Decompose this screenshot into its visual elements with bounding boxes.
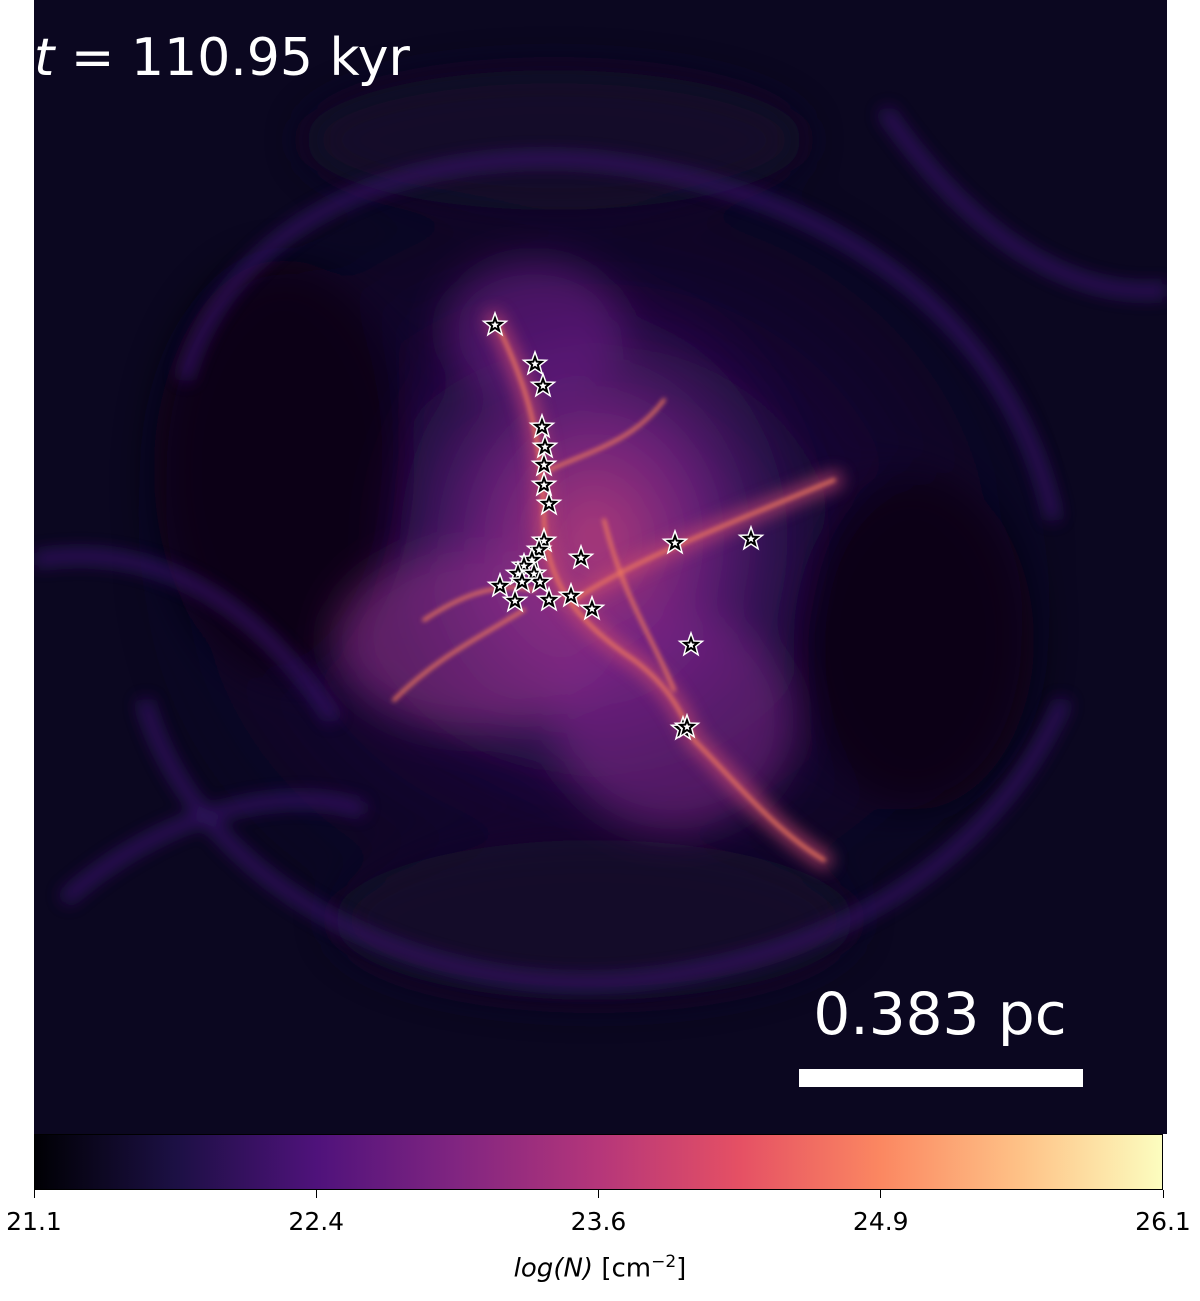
colorbar-tick-label: 23.6 [570, 1207, 627, 1236]
scale-bar-label: 0.383 pc [813, 980, 1067, 1048]
sink-star-core [491, 321, 499, 329]
sink-star-core [567, 592, 575, 600]
colorbar [34, 1134, 1163, 1190]
sink-star-core [545, 500, 553, 508]
sink-star-core [536, 578, 544, 586]
colorbar-label-close: ] [676, 1253, 687, 1284]
colorbar-label: log(N) [cm−2] [0, 1252, 1200, 1284]
sink-star-core [540, 461, 548, 469]
sink-star-core [539, 382, 547, 390]
sink-star-core [540, 481, 548, 489]
colorbar-tick-label: 22.4 [288, 1207, 345, 1236]
sink-star-core [671, 539, 679, 547]
colorbar-tick [33, 1190, 35, 1198]
colorbar-tick [315, 1190, 317, 1198]
sink-star-core [577, 554, 585, 562]
time-value: = 110.95 kyr [54, 28, 410, 88]
sink-star-core [747, 535, 755, 543]
colorbar-label-var: (N) [553, 1253, 594, 1284]
sink-star-core [511, 597, 519, 605]
sink-star-core [687, 641, 695, 649]
sink-star-core [538, 423, 546, 431]
colorbar-tick [1162, 1190, 1164, 1198]
colorbar-label-exponent: −2 [651, 1252, 677, 1272]
scale-bar [799, 1069, 1083, 1087]
colorbar-label-log: log [513, 1253, 554, 1284]
sink-star-core [541, 443, 549, 451]
sink-star-core [683, 723, 691, 731]
colorbar-tick-label: 24.9 [852, 1207, 909, 1236]
sink-star-core [588, 605, 596, 613]
sink-star-core [520, 562, 528, 570]
time-symbol: t [34, 28, 55, 88]
colorbar-tick [598, 1190, 599, 1198]
colorbar-tick-label: 21.1 [6, 1207, 62, 1236]
colorbar-label-unit: [cm [593, 1253, 652, 1284]
background-arcs [34, 106, 1167, 990]
density-map-svg [34, 70, 1167, 1000]
time-label: t = 110.95 kyr [34, 28, 410, 88]
sink-star-core [545, 596, 553, 604]
sink-particles [481, 310, 765, 741]
colorbar-tick-label: 26.1 [1135, 1207, 1191, 1236]
sink-star-core [518, 578, 526, 586]
sink-star-core [496, 582, 504, 590]
colorbar-tick [880, 1190, 882, 1198]
sink-star-core [540, 537, 548, 545]
column-density-map [34, 0, 1167, 1134]
sink-star-core [531, 360, 539, 368]
sink-star-core [535, 546, 543, 554]
sink-star-core [530, 570, 538, 578]
